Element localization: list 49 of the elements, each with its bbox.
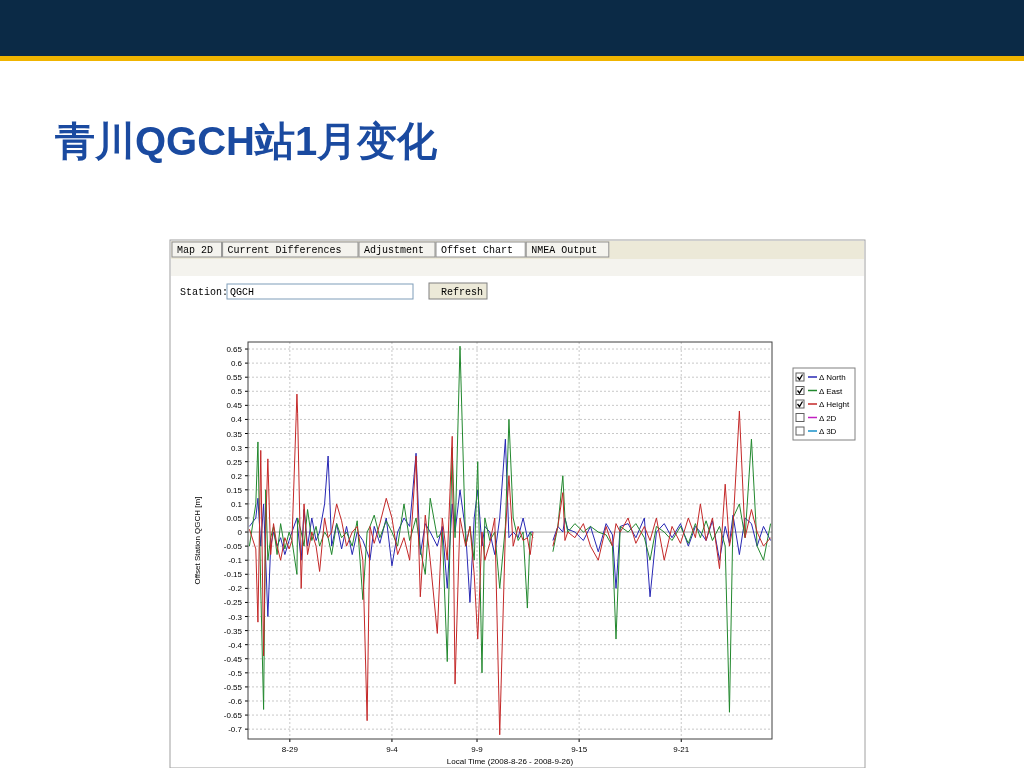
text: Current Differences: [227, 245, 342, 256]
text: NMEA Output: [531, 245, 598, 256]
x-tick-label: 9-4: [386, 745, 399, 754]
y-tick-label: 0.35: [226, 429, 243, 439]
x-tick-label: 9-21: [673, 745, 690, 754]
y-tick-label: 0.45: [226, 401, 243, 411]
y-tick-label: 0.05: [226, 513, 243, 523]
legend-label: Δ North: [819, 373, 846, 382]
text: Refresh: [441, 287, 484, 298]
y-tick-label: 0.6: [230, 359, 243, 369]
text: Offset Chart: [441, 245, 514, 256]
y-tick-label: 0.2: [230, 471, 243, 481]
y-tick-label: -0.3: [228, 612, 243, 622]
y-tick-label: 0.25: [226, 457, 243, 467]
text: Map 2D: [177, 245, 214, 256]
y-tick-label: -0.05: [223, 542, 243, 552]
y-tick-label: 0.15: [226, 485, 243, 495]
x-tick-label: 8-29: [281, 745, 299, 754]
text: Station:: [180, 287, 229, 298]
y-tick-label: 0.4: [230, 415, 243, 425]
y-tick-label: -0.15: [223, 570, 243, 580]
y-tick-label: -0.35: [223, 626, 243, 636]
text: Adjustment: [364, 245, 425, 256]
y-tick-label: -0.6: [228, 696, 243, 706]
y-tick-label: 0: [237, 528, 243, 538]
chart-title: 青川QGCH站1月变化: [54, 119, 439, 163]
legend-label: Δ Height: [819, 400, 851, 409]
y-tick-label: -0.7: [228, 725, 243, 735]
y-tick-label: -0.4: [228, 640, 243, 650]
legend-label: Δ 3D: [819, 427, 837, 436]
y-tick-label: 0.3: [230, 443, 243, 453]
x-axis-title: Local Time (2008-8-26 - 2008-9-26): [446, 757, 574, 766]
y-tick-label: 0.5: [230, 387, 243, 397]
y-tick-label: 0.1: [230, 499, 243, 509]
y-tick-label: 0.55: [226, 373, 243, 383]
y-tick-label: -0.45: [223, 654, 243, 664]
legend-label: Δ 2D: [819, 413, 837, 423]
y-tick-label: -0.65: [223, 711, 243, 721]
text: QGCH: [230, 287, 255, 298]
y-tick-label: -0.5: [228, 668, 243, 678]
y-tick-label: -0.1: [228, 556, 243, 566]
x-tick-label: 9-9: [471, 745, 484, 754]
legend-label: Δ East: [819, 386, 843, 396]
y-tick-label: -0.2: [228, 584, 243, 594]
y-tick-label: 0.65: [226, 345, 243, 355]
y-tick-label: -0.25: [223, 598, 243, 608]
y-axis-title: Offset Station QGCH [m]: [193, 496, 202, 585]
x-tick-label: 9-15: [571, 745, 588, 754]
y-tick-label: -0.55: [223, 682, 243, 692]
